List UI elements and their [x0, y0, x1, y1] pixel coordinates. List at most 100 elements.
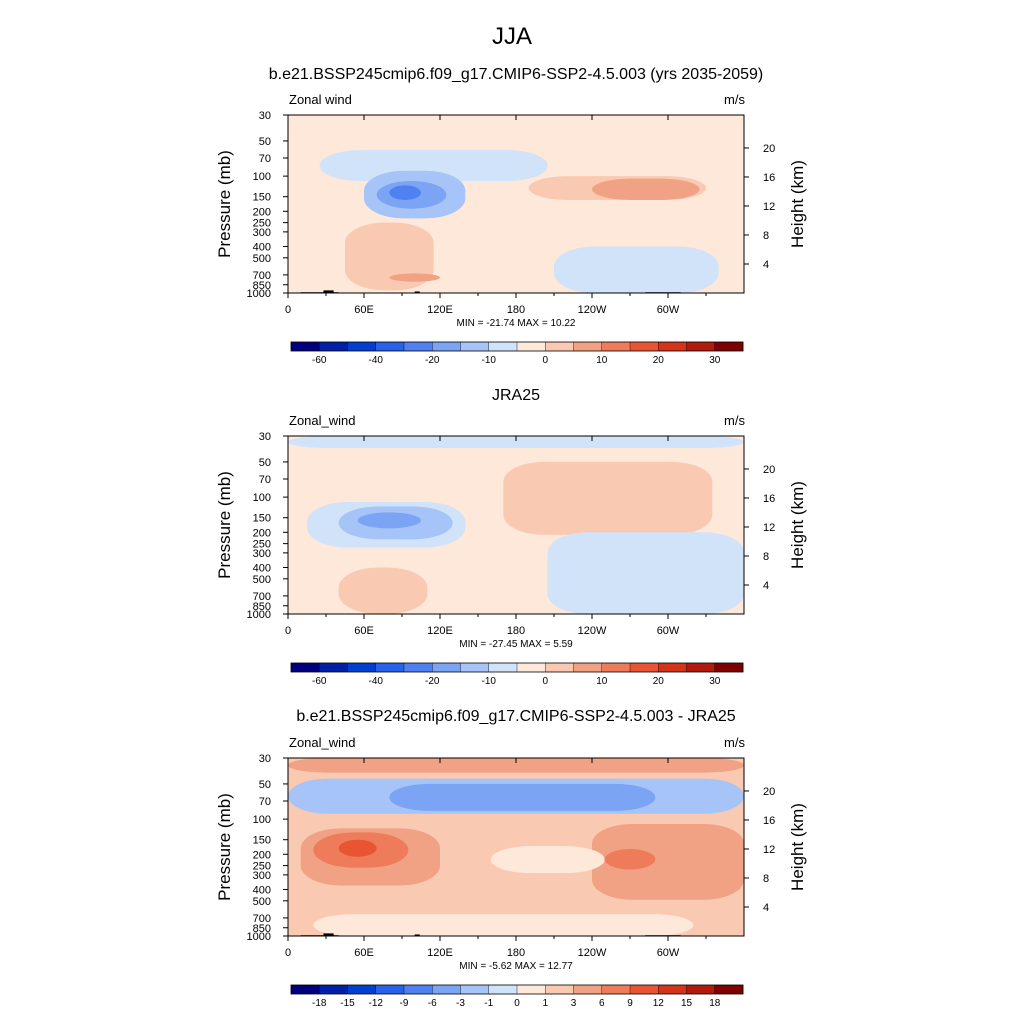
colorbar-swatch: [319, 342, 348, 351]
y-tick-label: 400: [253, 884, 271, 896]
contour-region: [554, 246, 719, 293]
y-tick-label: 50: [259, 136, 271, 148]
colorbar-swatch: [686, 342, 716, 351]
height-tick-label: 20: [763, 786, 775, 798]
contour-region: [592, 178, 700, 200]
colorbar-swatch: [404, 663, 433, 672]
x-tick-label: 120E: [427, 947, 453, 959]
colorbar-swatch: [714, 342, 744, 351]
colorbar-swatch: [460, 663, 490, 672]
colorbar-label: 0: [514, 998, 520, 1009]
x-tick-label: 60W: [657, 947, 680, 959]
colorbar-swatch: [488, 985, 518, 994]
colorbar-label: -9: [400, 998, 409, 1009]
colorbar-label: -20: [425, 355, 440, 366]
colorbar-label: -10: [482, 355, 497, 366]
y2-axis-label: Height (km): [788, 160, 807, 248]
min-max-label: MIN = -21.74 MAX = 10.22: [457, 318, 576, 329]
y-tick-label: 200: [253, 849, 271, 861]
colorbar-label: -40: [369, 355, 384, 366]
x-tick-label: 0: [285, 625, 291, 637]
colorbar-swatch: [404, 985, 433, 994]
y-tick-label: 150: [253, 192, 271, 204]
y-tick-label: 700: [253, 913, 271, 925]
variable-label: Zonal wind: [289, 92, 352, 107]
y-tick-label: 500: [253, 896, 271, 908]
colorbar-label: -10: [482, 676, 497, 687]
contour-region: [319, 150, 548, 181]
y-tick-label: 700: [253, 270, 271, 282]
colorbar-label: 6: [599, 998, 605, 1009]
y-tick-label: 70: [259, 153, 271, 165]
x-tick-label: 60E: [354, 304, 374, 316]
colorbar-label: 18: [709, 998, 721, 1009]
colorbar-swatch: [319, 985, 348, 994]
y-axis-label: Pressure (mb): [215, 793, 234, 901]
colorbar-swatch: [291, 985, 320, 994]
colorbar-swatch: [432, 985, 461, 994]
colorbar-label: -20: [425, 676, 440, 687]
x-tick-label: 60W: [657, 625, 680, 637]
y-tick-label: 500: [253, 253, 271, 265]
colorbar-label: 9: [627, 998, 633, 1009]
colorbar-label: -1: [484, 998, 493, 1009]
x-tick-label: 120W: [578, 304, 607, 316]
colorbar-label: -18: [312, 998, 327, 1009]
height-tick-label: 16: [763, 815, 775, 827]
colorbar-swatch: [601, 985, 631, 994]
x-tick-label: 0: [285, 304, 291, 316]
colorbar-swatch: [404, 342, 433, 351]
colorbar-label: 10: [596, 355, 608, 366]
y-tick-label: 1000: [247, 288, 271, 300]
y-tick-label: 500: [253, 574, 271, 586]
x-tick-label: 120W: [578, 625, 607, 637]
colorbar-swatch: [630, 985, 659, 994]
y-tick-label: 100: [253, 492, 271, 504]
height-tick-label: 20: [763, 464, 775, 476]
y-tick-label: 400: [253, 562, 271, 574]
colorbar-swatch: [517, 342, 546, 351]
y-tick-label: 30: [259, 753, 271, 765]
y-tick-label: 850: [253, 601, 271, 613]
x-tick-label: 0: [285, 947, 291, 959]
colorbar-swatch: [517, 663, 546, 672]
units-label: m/s: [724, 92, 745, 107]
colorbar-swatch: [686, 985, 716, 994]
contour-region: [389, 273, 440, 282]
y-tick-label: 50: [259, 779, 271, 791]
colorbar-swatch: [432, 342, 461, 351]
y-tick-label: 300: [253, 548, 271, 560]
y-tick-label: 250: [253, 539, 271, 551]
colorbar-swatch: [488, 663, 518, 672]
colorbar-swatch: [545, 985, 574, 994]
colorbar-swatch: [573, 342, 603, 351]
colorbar-label: 20: [653, 355, 665, 366]
colorbar-swatch: [291, 663, 320, 672]
colorbar-label: -6: [428, 998, 437, 1009]
y-tick-label: 1000: [247, 931, 271, 943]
colorbar-swatch: [460, 342, 490, 351]
colorbar-label: 30: [709, 355, 721, 366]
variable-label: Zonal_wind: [289, 735, 356, 750]
colorbar-label: 3: [571, 998, 577, 1009]
height-tick-label: 4: [763, 902, 769, 914]
colorbar-label: -60: [312, 676, 327, 687]
height-tick-label: 12: [763, 201, 775, 213]
contour-region: [389, 783, 656, 811]
colorbar-swatch: [630, 663, 659, 672]
y-tick-label: 150: [253, 835, 271, 847]
units-label: m/s: [724, 735, 745, 750]
contour-region: [503, 461, 713, 535]
panel-title: b.e21.BSSP245cmip6.f09_g17.CMIP6-SSP2-4.…: [269, 66, 764, 83]
x-tick-label: 120E: [427, 625, 453, 637]
colorbar-swatch: [291, 342, 320, 351]
x-tick-label: 60E: [354, 947, 374, 959]
colorbar-swatch: [630, 342, 659, 351]
colorbar-swatch: [488, 342, 518, 351]
colorbar-label: 15: [681, 998, 693, 1009]
colorbar-label: 0: [542, 676, 548, 687]
y-tick-label: 300: [253, 870, 271, 882]
colorbar-swatch: [375, 342, 405, 351]
colorbar-swatch: [517, 985, 546, 994]
